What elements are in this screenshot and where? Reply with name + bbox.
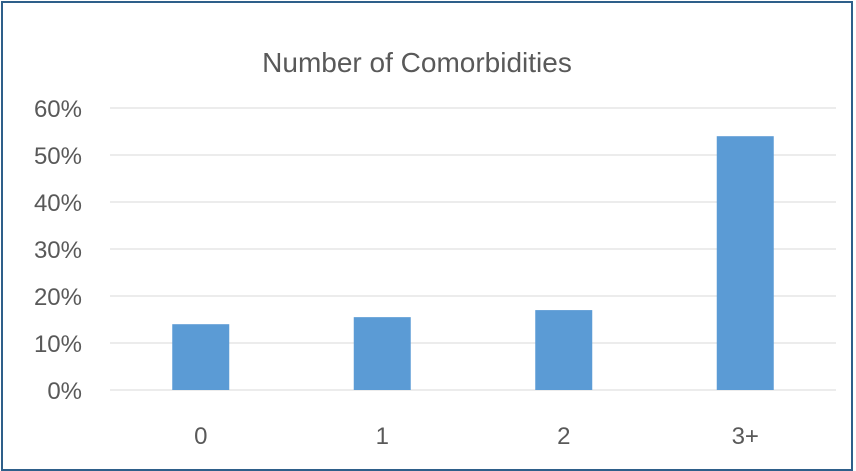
x-tick-label: 1	[376, 423, 389, 450]
gridlines	[110, 107, 836, 391]
bar-chart: Number of Comorbidities 0% 10% 20% 30% 40% 50…	[34, 47, 836, 450]
y-tick-label: 30%	[34, 237, 82, 264]
chart-title: Number of Comorbidities	[262, 47, 572, 78]
y-tick-label: 0%	[47, 378, 82, 405]
y-tick-label: 50%	[34, 143, 82, 170]
x-tick-label: 0	[194, 423, 207, 450]
y-axis-tick-labels: 0% 10% 20% 30% 40% 50% 60%	[34, 96, 82, 405]
bars	[172, 136, 774, 390]
x-tick-label: 2	[557, 423, 570, 450]
y-tick-label: 60%	[34, 96, 82, 123]
bar-2	[535, 310, 593, 390]
x-axis-tick-labels: 0 1 2 3+	[194, 423, 759, 450]
bar-1	[353, 317, 411, 390]
y-tick-label: 20%	[34, 284, 82, 311]
x-tick-label: 3+	[732, 423, 759, 450]
bar-3-plus	[716, 136, 774, 390]
y-tick-label: 10%	[34, 331, 82, 358]
bar-0	[172, 324, 230, 390]
y-tick-label: 40%	[34, 190, 82, 217]
